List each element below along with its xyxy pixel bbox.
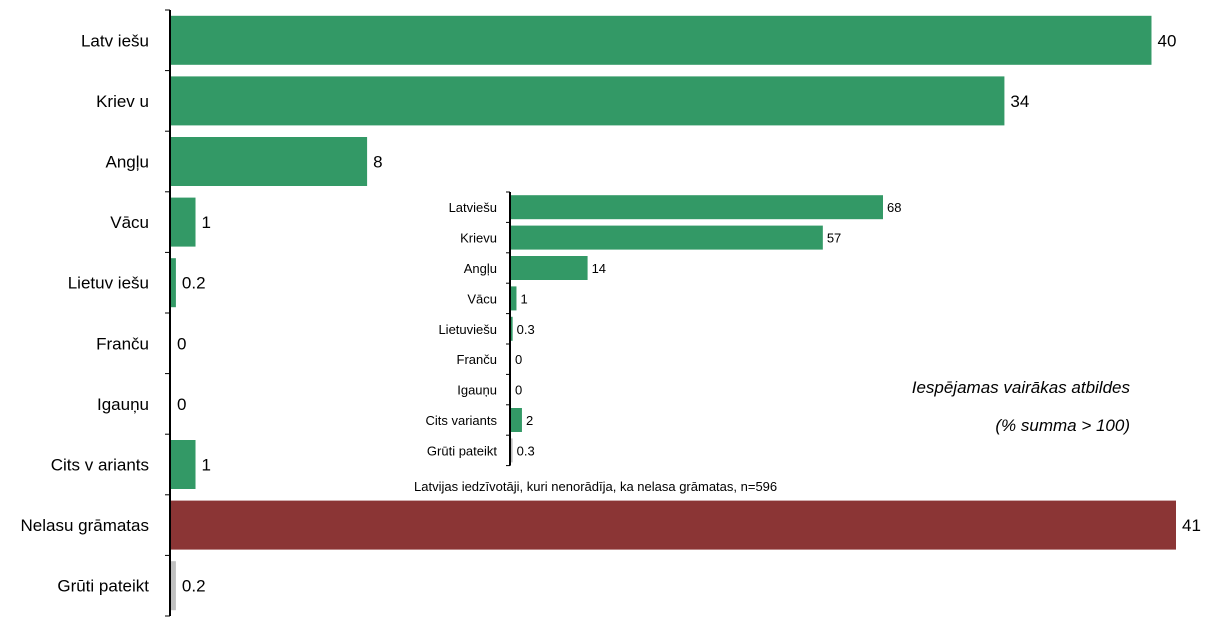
inset-value-label: 2 xyxy=(526,413,533,428)
main-category-label: Kriev u xyxy=(96,92,149,111)
main-bar xyxy=(171,440,196,489)
inset-value-label: 14 xyxy=(592,261,606,276)
inset-category-label: Grūti pateikt xyxy=(427,443,497,458)
note-line-2: (% summa > 100) xyxy=(995,416,1130,435)
inset-value-label: 0 xyxy=(515,352,522,367)
inset-value-label: 0.3 xyxy=(517,443,535,458)
main-category-label: Lietuv iešu xyxy=(68,274,149,293)
main-category-label: Nelasu grāmatas xyxy=(20,516,149,535)
inset-category-label: Vācu xyxy=(467,291,497,306)
main-value-label: 40 xyxy=(1157,31,1176,50)
main-value-label: 34 xyxy=(1010,92,1029,111)
main-bar xyxy=(171,197,196,247)
main-category-label: Igauņu xyxy=(97,395,149,414)
main-value-label: 1 xyxy=(202,213,211,232)
main-value-label: 41 xyxy=(1182,516,1201,535)
inset-bar xyxy=(511,316,513,341)
main-category-label: Angļu xyxy=(106,153,149,172)
inset-bar xyxy=(511,195,883,220)
main-category-label: Franču xyxy=(96,334,149,353)
main-bar xyxy=(171,258,176,308)
inset-value-label: 0.3 xyxy=(517,322,535,337)
inset-bar xyxy=(511,225,823,250)
inset-bar xyxy=(511,408,522,432)
inset-category-label: Igauņu xyxy=(457,383,497,398)
main-category-label: Grūti pateikt xyxy=(57,577,149,596)
main-value-label: 1 xyxy=(202,456,211,475)
inset-caption: Latvijas iedzīvotāji, kuri nenorādīja, k… xyxy=(414,479,777,494)
main-value-label: 0.2 xyxy=(182,577,206,596)
inset-category-label: Krievu xyxy=(460,231,497,246)
main-bar xyxy=(171,15,1152,65)
main-bar xyxy=(171,561,176,611)
inset-bar xyxy=(511,256,588,280)
main-bar xyxy=(171,500,1176,550)
inset-category-label: Latviešu xyxy=(449,200,497,215)
inset-bar xyxy=(511,286,517,311)
inset-category-label: Lietuviešu xyxy=(438,322,497,337)
main-bar xyxy=(171,76,1005,126)
main-value-label: 8 xyxy=(373,153,382,172)
inset-category-label: Franču xyxy=(457,352,497,367)
inset-value-label: 57 xyxy=(827,231,841,246)
main-category-label: Cits v ariants xyxy=(51,456,149,475)
inset-category-label: Angļu xyxy=(464,261,497,276)
main-value-label: 0 xyxy=(177,395,186,414)
main-value-label: 0 xyxy=(177,334,186,353)
main-category-label: Latv iešu xyxy=(81,31,149,50)
inset-value-label: 68 xyxy=(887,200,901,215)
inset-bar-chart: Latviešu 68 Krievu 57 Angļu 14 Vācu 1 Lietuviešu… xyxy=(414,191,901,494)
main-bar-chart: Latv iešu 40 Kriev u 34 Angļu 8 Vācu 1 Lietuv ie… xyxy=(20,9,1201,617)
main-value-label: 0.2 xyxy=(182,274,206,293)
main-category-label: Vācu xyxy=(110,213,149,232)
inset-value-label: 0 xyxy=(515,383,522,398)
inset-bar xyxy=(511,438,513,463)
inset-category-label: Cits variants xyxy=(425,413,497,428)
main-bar xyxy=(171,137,368,186)
note-line-1: Iespējamas vairākas atbildes xyxy=(912,378,1131,397)
inset-value-label: 1 xyxy=(520,291,527,306)
